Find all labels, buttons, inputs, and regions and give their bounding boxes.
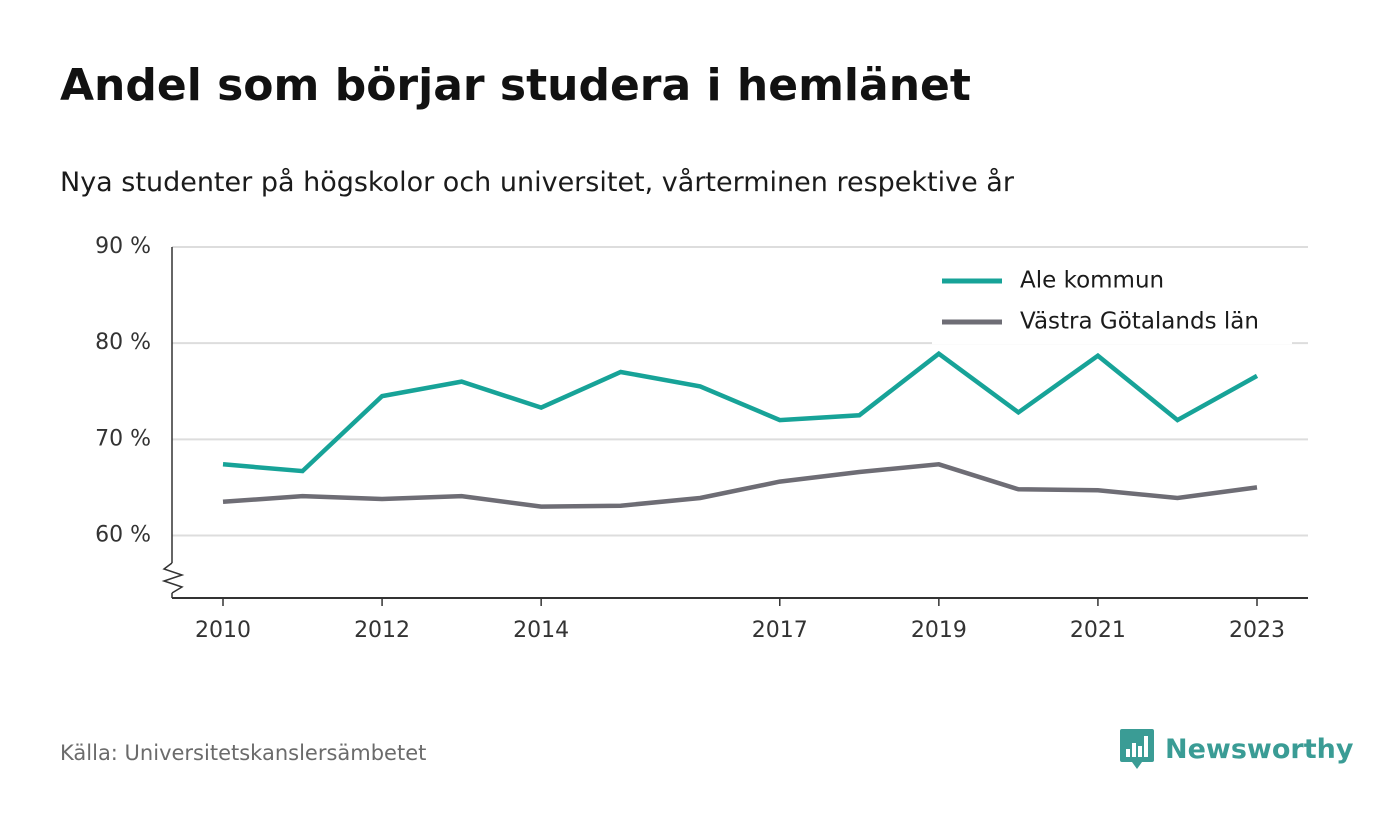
brand-name: Newsworthy — [1165, 733, 1354, 765]
x-tick-label: 2012 — [354, 618, 410, 643]
axes — [161, 247, 1308, 599]
y-tick-label: 90 % — [95, 234, 151, 259]
legend: Ale kommun Västra Götalands län — [932, 258, 1292, 344]
source-note: Källa: Universitetskanslersämbetet — [60, 741, 427, 765]
legend-label-1: Västra Götalands län — [1020, 309, 1259, 335]
newsworthy-logo-icon — [1120, 729, 1154, 769]
x-tick-label: 2010 — [195, 618, 251, 643]
series-line-0 — [222, 350, 1259, 474]
x-tick-label: 2023 — [1229, 618, 1285, 643]
y-tick-label: 60 % — [95, 522, 151, 547]
y-tick-label: 70 % — [95, 426, 151, 451]
y-axis-break — [161, 562, 185, 594]
x-axis-ticks: 2010 2012 2014 2017 2019 2021 2023 — [195, 598, 1285, 643]
y-axis-ticks: 60 % 70 % 80 % 90 % — [95, 234, 151, 547]
chart-title: Andel som börjar studera i hemlänet — [60, 60, 971, 111]
y-tick-label: 80 % — [95, 330, 151, 355]
x-tick-label: 2019 — [911, 618, 967, 643]
x-tick-label: 2014 — [513, 618, 569, 643]
newsworthy-logo: Newsworthy — [1119, 727, 1353, 771]
series-lines — [222, 350, 1259, 509]
series-line-1 — [222, 462, 1258, 509]
legend-background — [932, 258, 1292, 344]
x-tick-label: 2021 — [1070, 618, 1126, 643]
chart-subtitle: Nya studenter på högskolor och universit… — [60, 167, 1014, 198]
legend-label-0: Ale kommun — [1020, 268, 1164, 294]
x-tick-label: 2017 — [752, 618, 808, 643]
